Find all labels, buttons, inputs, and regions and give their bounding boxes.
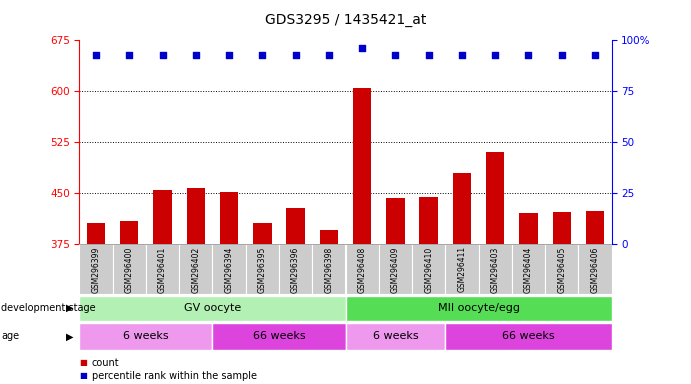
- Point: [390, 51, 401, 58]
- Bar: [586, 211, 604, 244]
- Bar: [519, 213, 538, 244]
- Text: ▶: ▶: [66, 331, 74, 341]
- Point: [323, 51, 334, 58]
- Text: ■: ■: [79, 358, 87, 367]
- Point: [357, 45, 368, 51]
- Bar: [153, 190, 172, 244]
- Point: [556, 51, 567, 58]
- Text: GSM296401: GSM296401: [158, 247, 167, 293]
- Bar: [545, 244, 578, 294]
- Point: [423, 51, 434, 58]
- Point: [456, 51, 467, 58]
- Bar: [553, 212, 571, 244]
- Bar: [179, 244, 212, 294]
- Text: GSM296398: GSM296398: [324, 247, 333, 293]
- Text: MII oocyte/egg: MII oocyte/egg: [437, 303, 520, 313]
- Bar: [346, 323, 445, 350]
- Text: GSM296411: GSM296411: [457, 247, 466, 293]
- Bar: [287, 208, 305, 244]
- Bar: [79, 244, 113, 294]
- Bar: [279, 244, 312, 294]
- Text: GSM296396: GSM296396: [291, 247, 300, 293]
- Text: GDS3295 / 1435421_at: GDS3295 / 1435421_at: [265, 13, 426, 27]
- Bar: [79, 323, 212, 350]
- Bar: [187, 187, 205, 244]
- Bar: [146, 244, 179, 294]
- Bar: [486, 152, 504, 244]
- Text: GV oocyte: GV oocyte: [184, 303, 241, 313]
- Bar: [113, 244, 146, 294]
- Text: GSM296408: GSM296408: [358, 247, 367, 293]
- Point: [224, 51, 235, 58]
- Bar: [79, 296, 346, 321]
- Text: percentile rank within the sample: percentile rank within the sample: [92, 371, 257, 381]
- Bar: [312, 244, 346, 294]
- Text: GSM296404: GSM296404: [524, 247, 533, 293]
- Bar: [412, 244, 445, 294]
- Text: GSM296409: GSM296409: [391, 247, 400, 293]
- Text: GSM296399: GSM296399: [92, 247, 101, 293]
- Bar: [346, 244, 379, 294]
- Point: [257, 51, 268, 58]
- Bar: [478, 244, 512, 294]
- Bar: [320, 230, 338, 244]
- Bar: [353, 88, 371, 244]
- Text: ▶: ▶: [66, 303, 74, 313]
- Text: development stage: development stage: [1, 303, 96, 313]
- Text: GSM296410: GSM296410: [424, 247, 433, 293]
- Bar: [346, 296, 612, 321]
- Point: [157, 51, 168, 58]
- Text: 6 weeks: 6 weeks: [123, 331, 169, 341]
- Text: GSM296395: GSM296395: [258, 247, 267, 293]
- Text: GSM296400: GSM296400: [125, 247, 134, 293]
- Text: ■: ■: [79, 371, 87, 380]
- Text: GSM296402: GSM296402: [191, 247, 200, 293]
- Point: [290, 51, 301, 58]
- Bar: [445, 323, 612, 350]
- Bar: [87, 223, 105, 244]
- Bar: [453, 172, 471, 244]
- Text: GSM296406: GSM296406: [590, 247, 599, 293]
- Point: [190, 51, 201, 58]
- Bar: [253, 223, 272, 244]
- Bar: [212, 323, 346, 350]
- Text: GSM296405: GSM296405: [557, 247, 566, 293]
- Point: [523, 51, 534, 58]
- Bar: [419, 197, 438, 244]
- Point: [490, 51, 501, 58]
- Bar: [379, 244, 412, 294]
- Bar: [220, 192, 238, 244]
- Bar: [246, 244, 279, 294]
- Bar: [120, 222, 138, 244]
- Text: GSM296403: GSM296403: [491, 247, 500, 293]
- Bar: [578, 244, 612, 294]
- Bar: [512, 244, 545, 294]
- Text: age: age: [1, 331, 19, 341]
- Bar: [212, 244, 246, 294]
- Bar: [445, 244, 478, 294]
- Text: 66 weeks: 66 weeks: [502, 331, 555, 341]
- Point: [589, 51, 600, 58]
- Text: GSM296394: GSM296394: [225, 247, 234, 293]
- Point: [91, 51, 102, 58]
- Point: [124, 51, 135, 58]
- Bar: [386, 198, 404, 244]
- Text: count: count: [92, 358, 120, 368]
- Text: 6 weeks: 6 weeks: [372, 331, 418, 341]
- Text: 66 weeks: 66 weeks: [253, 331, 305, 341]
